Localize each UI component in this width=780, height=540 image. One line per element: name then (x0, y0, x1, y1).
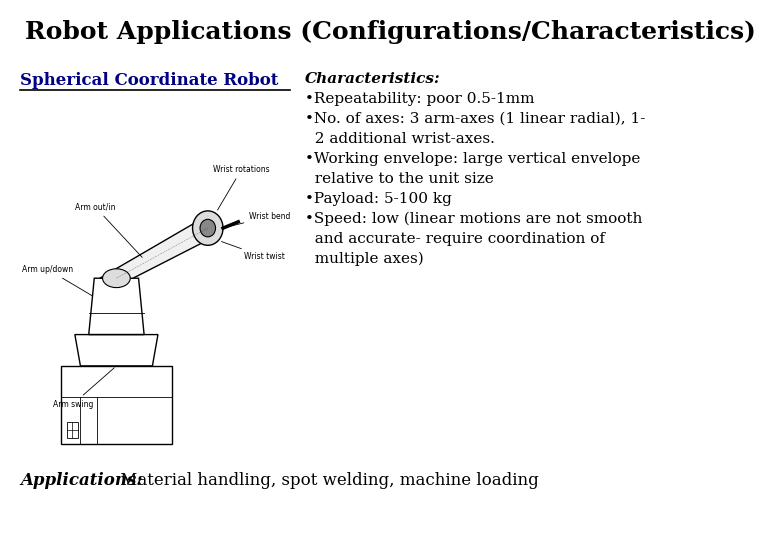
Text: Applications:: Applications: (20, 472, 143, 489)
Text: relative to the unit size: relative to the unit size (305, 172, 494, 186)
Text: •Repeatability: poor 0.5-1mm: •Repeatability: poor 0.5-1mm (305, 92, 534, 106)
Text: Material handling, spot welding, machine loading: Material handling, spot welding, machine… (115, 472, 539, 489)
Text: Wrist bend: Wrist bend (225, 212, 291, 227)
Text: and accurate- require coordination of: and accurate- require coordination of (305, 232, 605, 246)
Text: Wrist twist: Wrist twist (222, 241, 285, 261)
Circle shape (193, 211, 223, 245)
Polygon shape (100, 222, 219, 278)
Text: Wrist rotations: Wrist rotations (213, 165, 270, 210)
Text: multiple axes): multiple axes) (305, 252, 424, 266)
Text: Robot Applications (Configurations/Characteristics): Robot Applications (Configurations/Chara… (24, 20, 756, 44)
Text: Arm up/down: Arm up/down (23, 265, 92, 295)
Text: •Working envelope: large vertical envelope: •Working envelope: large vertical envelo… (305, 152, 640, 166)
Ellipse shape (102, 269, 130, 288)
Text: •Speed: low (linear motions are not smooth: •Speed: low (linear motions are not smoo… (305, 212, 643, 226)
Circle shape (200, 219, 215, 237)
Text: Characteristics:: Characteristics: (305, 72, 441, 86)
Text: Arm swing: Arm swing (53, 368, 115, 409)
Text: Spherical Coordinate Robot: Spherical Coordinate Robot (20, 72, 278, 89)
Text: 2 additional wrist-axes.: 2 additional wrist-axes. (305, 132, 495, 146)
Text: Arm out/in: Arm out/in (75, 202, 142, 258)
Text: •Payload: 5-100 kg: •Payload: 5-100 kg (305, 192, 452, 206)
Text: •No. of axes: 3 arm-axes (1 linear radial), 1-: •No. of axes: 3 arm-axes (1 linear radia… (305, 112, 645, 126)
